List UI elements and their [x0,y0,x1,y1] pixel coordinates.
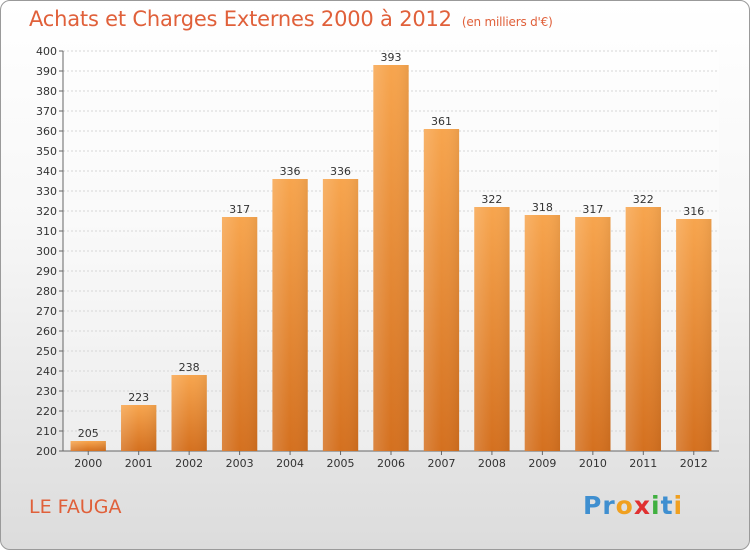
logo-letter: o [615,491,634,520]
bar-shine [121,405,157,451]
logo-letter: i [651,491,661,520]
y-tick-label: 340 [36,165,57,178]
y-tick-label: 320 [36,205,57,218]
x-tick-label: 2000 [74,457,102,470]
bar-shine [474,207,510,451]
bar-value-label: 318 [532,201,553,214]
bar-value-label: 317 [582,203,603,216]
y-tick-label: 390 [36,65,57,78]
bar-value-label: 322 [633,193,654,206]
y-tick-label: 310 [36,225,57,238]
x-tick-label: 2006 [377,457,405,470]
bar-value-label: 393 [381,51,402,64]
bar-value-label: 316 [683,205,704,218]
bar-shine [322,179,359,451]
x-tick-label: 2010 [579,457,607,470]
bar-shine [171,375,207,451]
x-tick-label: 2004 [276,457,304,470]
x-tick-label: 2007 [427,457,455,470]
bar-value-label: 223 [128,391,149,404]
bar-shine [575,217,611,451]
bar-shine [625,207,661,451]
logo-letter: P [583,491,603,520]
y-tick-label: 270 [36,305,57,318]
chart-title-text: Achats et Charges Externes 2000 à 2012 [29,7,452,31]
logo-letter: r [602,491,616,520]
y-tick-label: 230 [36,385,57,398]
bar-value-label: 361 [431,115,452,128]
y-tick-label: 360 [36,125,57,138]
y-tick-label: 250 [36,345,57,358]
logo-letter: t [660,491,674,520]
bar-shine [272,179,308,451]
y-tick-label: 220 [36,405,57,418]
logo-letter: i [673,491,684,520]
bar-value-label: 205 [78,427,99,440]
y-tick-label: 240 [36,365,57,378]
x-tick-label: 2001 [125,457,153,470]
chart-subtitle: (en milliers d'€) [461,15,553,29]
bar-shine [373,65,409,451]
x-tick-label: 2009 [528,457,556,470]
y-tick-label: 330 [36,185,57,198]
y-tick-label: 370 [36,105,57,118]
x-tick-label: 2011 [629,457,657,470]
logo-letter: x [633,491,651,520]
bar-shine [423,129,460,451]
bar-value-label: 322 [481,193,502,206]
bar-shine [676,219,712,451]
x-tick-label: 2005 [327,457,355,470]
y-tick-label: 300 [36,245,57,258]
y-tick-label: 280 [36,285,57,298]
bar-shine [524,215,561,451]
bar-value-label: 336 [330,165,351,178]
y-tick-label: 210 [36,425,57,438]
x-tick-label: 2012 [680,457,708,470]
y-tick-label: 260 [36,325,57,338]
y-tick-label: 400 [36,45,57,58]
bar-value-label: 317 [229,203,250,216]
x-tick-label: 2003 [226,457,254,470]
y-tick-label: 290 [36,265,57,278]
bar-value-label: 336 [280,165,301,178]
y-tick-label: 350 [36,145,57,158]
y-tick-label: 380 [36,85,57,98]
bar-shine [70,441,106,451]
x-tick-label: 2002 [175,457,203,470]
bar-value-label: 238 [179,361,200,374]
x-tick-label: 2008 [478,457,506,470]
bar-shine [221,217,258,451]
chart-title: Achats et Charges Externes 2000 à 2012 (e… [29,7,553,31]
proxiti-logo: Proxiti [583,491,683,520]
y-tick-label: 200 [36,445,57,458]
commune-name: LE FAUGA [29,496,122,518]
